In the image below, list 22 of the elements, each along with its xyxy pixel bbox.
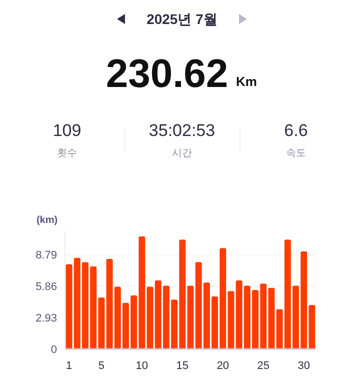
bar [187,286,194,349]
text: 6.6 [284,121,308,140]
text: 속도 [286,148,306,159]
text: Km [236,74,257,89]
text: 2025년 7월 [146,11,218,27]
x-tick-label: 5 [98,360,104,372]
x-tick-label: 1 [66,360,72,372]
x-tick-label: 30 [298,360,310,372]
y-tick-label: 8.79 [36,250,57,262]
x-tick-label: 20 [216,360,230,372]
x-tick-label: 25 [257,360,270,372]
text: 109 [52,121,82,140]
text: 230.62 [106,52,228,96]
y-tick-label: 2.93 [36,312,57,325]
y-axis-title: (km) [36,215,58,226]
x-tick-label: 15 [176,360,189,372]
x-tick-label: 10 [136,360,148,372]
text: 시간 [172,148,192,159]
text: 횟수 [57,148,77,159]
text: 35:02:53 [148,121,216,140]
y-tick-label: 5.86 [36,281,57,294]
y-tick-label: 0 [50,344,57,356]
